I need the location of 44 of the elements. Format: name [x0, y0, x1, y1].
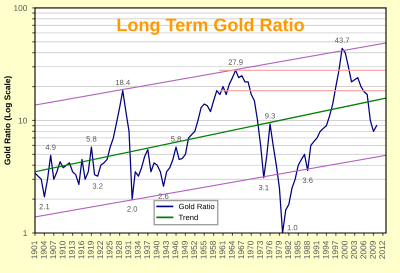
x-tick-label: 1922 — [97, 241, 104, 259]
x-tick-label: 1937 — [144, 241, 150, 259]
y-axis-title: Gold Ratio (Log Scale) — [4, 76, 12, 165]
x-tick-label: 1979 — [276, 241, 282, 259]
x-tick-label: 1967 — [238, 241, 244, 259]
x-tick-label: 1961 — [219, 241, 226, 259]
x-tick-label: 1985 — [294, 240, 300, 259]
x-tick-label: 1997 — [332, 241, 338, 259]
x-tick-label: 1901 — [31, 241, 38, 259]
x-tick-label: 1958 — [210, 241, 216, 259]
x-tick-label: 1964 — [228, 240, 235, 259]
x-tick-label: 1949 — [182, 241, 188, 259]
x-tick-label: 1976 — [266, 241, 272, 259]
text: Long Term Gold Ratio — [118, 18, 304, 35]
x-tick-label: 1925 — [106, 240, 112, 259]
line-series — [35, 48, 378, 234]
x-tick-label: 2009 — [370, 241, 376, 259]
y-tick-label: 1 — [23, 230, 27, 236]
x-tick-label: 1955 — [200, 240, 206, 259]
x-tick-label: 1970 — [248, 240, 254, 259]
x-tick-label: 1916 — [78, 241, 84, 259]
x-tick-label: 1982 — [285, 241, 292, 259]
x-tick-label: 1952 — [191, 241, 198, 259]
x-tick-label: 1988 — [304, 241, 310, 259]
x-tick-label: 1910 — [60, 240, 66, 259]
x-tick-label: 1931 — [125, 241, 132, 259]
x-tick-label: 1904 — [40, 240, 47, 259]
y-tick-label: 100 — [14, 5, 28, 12]
x-tick-label: 2012 — [379, 241, 386, 259]
x-tick-label: 1943 — [162, 241, 169, 259]
x-tick-label: 1907 — [50, 241, 56, 259]
x-tick-label: 1973 — [256, 241, 263, 259]
x-tick-label: 1913 — [68, 241, 75, 259]
x-tick-label: 1946 — [172, 241, 178, 259]
x-tick-label: 1994 — [322, 240, 329, 259]
y-tick-label: 10 — [18, 118, 28, 124]
x-tick-label: 1991 — [313, 241, 320, 259]
x-tick-label: 1940 — [154, 240, 160, 259]
x-tick-label: 1919 — [88, 241, 94, 259]
x-tick-label: 2006 — [360, 241, 366, 259]
x-tick-label: 1934 — [134, 240, 141, 259]
x-tick-label: 1928 — [116, 241, 122, 259]
x-tick-label: 2003 — [350, 241, 357, 259]
x-tick-label: 2000 — [342, 240, 348, 259]
